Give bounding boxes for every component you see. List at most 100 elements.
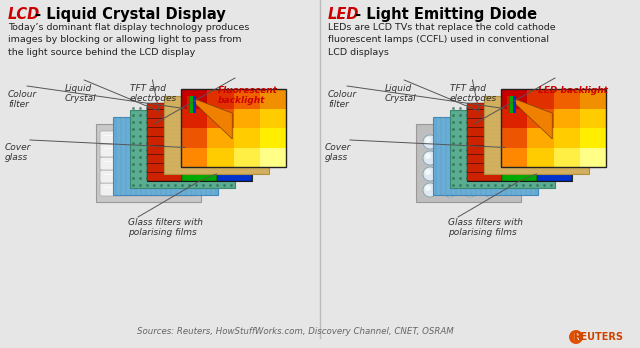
Circle shape — [485, 185, 491, 191]
Text: Glass filters with
polarising films: Glass filters with polarising films — [448, 218, 523, 237]
Bar — [537, 103, 572, 181]
Bar — [416, 124, 521, 202]
Bar — [207, 148, 234, 167]
Bar — [510, 96, 513, 113]
Bar — [260, 89, 286, 109]
Text: Cover
glass: Cover glass — [325, 143, 351, 163]
Bar — [554, 128, 580, 148]
FancyBboxPatch shape — [100, 170, 197, 183]
Polygon shape — [187, 96, 232, 139]
Circle shape — [465, 137, 471, 143]
Circle shape — [463, 135, 477, 149]
FancyBboxPatch shape — [100, 157, 197, 170]
Bar — [130, 110, 235, 188]
Bar — [207, 89, 234, 109]
Text: - Light Emitting Diode: - Light Emitting Diode — [349, 7, 537, 22]
Circle shape — [443, 135, 457, 149]
Circle shape — [465, 169, 471, 175]
Bar — [182, 103, 217, 181]
Circle shape — [425, 153, 431, 159]
Bar — [207, 128, 234, 148]
Bar — [501, 148, 527, 167]
Bar — [234, 128, 260, 148]
Circle shape — [423, 151, 437, 165]
Bar — [207, 109, 234, 128]
Circle shape — [463, 183, 477, 197]
Bar — [234, 89, 260, 109]
Circle shape — [483, 135, 497, 149]
Circle shape — [483, 167, 497, 181]
Circle shape — [569, 330, 583, 344]
Bar — [501, 89, 527, 109]
Text: Liquid
Crystal: Liquid Crystal — [385, 84, 417, 103]
Text: LED backlight: LED backlight — [538, 86, 608, 95]
Bar — [580, 128, 606, 148]
Circle shape — [485, 169, 491, 175]
Text: TFT and
electrodes: TFT and electrodes — [450, 84, 497, 103]
Bar — [527, 128, 554, 148]
Bar — [260, 148, 286, 167]
Bar — [181, 89, 286, 167]
Bar — [501, 109, 527, 128]
Bar — [193, 96, 196, 113]
Bar — [501, 128, 527, 148]
Text: Colour
filter: Colour filter — [328, 90, 357, 109]
Text: R: R — [573, 332, 579, 341]
Bar — [147, 103, 182, 181]
Text: - Liquid Crystal Display: - Liquid Crystal Display — [29, 7, 225, 22]
Text: LEDs are LCD TVs that replace the cold cathode
fluorescent lamps (CCFL) used in : LEDs are LCD TVs that replace the cold c… — [328, 23, 556, 57]
Circle shape — [465, 185, 471, 191]
FancyBboxPatch shape — [100, 183, 197, 196]
Bar — [527, 109, 554, 128]
Circle shape — [483, 183, 497, 197]
Circle shape — [445, 169, 451, 175]
Bar — [181, 148, 207, 167]
Circle shape — [485, 153, 491, 159]
Bar — [450, 110, 555, 188]
Bar — [96, 124, 201, 202]
Bar — [260, 128, 286, 148]
Bar — [527, 89, 554, 109]
Bar — [467, 103, 572, 181]
Circle shape — [485, 137, 491, 143]
Bar — [147, 103, 252, 181]
Bar — [580, 148, 606, 167]
Bar — [217, 103, 252, 181]
Bar — [502, 103, 537, 181]
Circle shape — [423, 183, 437, 197]
Bar — [580, 89, 606, 109]
Text: LCD: LCD — [8, 7, 40, 22]
Bar — [181, 109, 207, 128]
Bar — [580, 109, 606, 128]
FancyBboxPatch shape — [100, 144, 197, 157]
Bar — [554, 109, 580, 128]
Circle shape — [443, 167, 457, 181]
Bar — [260, 109, 286, 128]
Text: TFT and
electrodes: TFT and electrodes — [130, 84, 177, 103]
Circle shape — [443, 151, 457, 165]
Circle shape — [465, 153, 471, 159]
Bar — [234, 148, 260, 167]
Bar — [527, 148, 554, 167]
Circle shape — [445, 153, 451, 159]
Bar — [181, 89, 207, 109]
Circle shape — [423, 167, 437, 181]
Bar — [187, 96, 190, 113]
Bar — [181, 128, 207, 148]
Bar — [433, 117, 538, 195]
Circle shape — [423, 135, 437, 149]
Bar — [484, 96, 589, 174]
Bar — [190, 96, 193, 113]
Bar — [467, 103, 502, 181]
Circle shape — [483, 151, 497, 165]
Circle shape — [425, 169, 431, 175]
Text: Fluorescent
backlight: Fluorescent backlight — [218, 86, 278, 105]
Circle shape — [463, 151, 477, 165]
Circle shape — [425, 137, 431, 143]
Circle shape — [463, 167, 477, 181]
Bar — [507, 96, 510, 113]
Text: Colour
filter: Colour filter — [8, 90, 37, 109]
Polygon shape — [507, 96, 552, 139]
Text: Liquid
Crystal: Liquid Crystal — [65, 84, 97, 103]
Bar — [501, 89, 606, 167]
